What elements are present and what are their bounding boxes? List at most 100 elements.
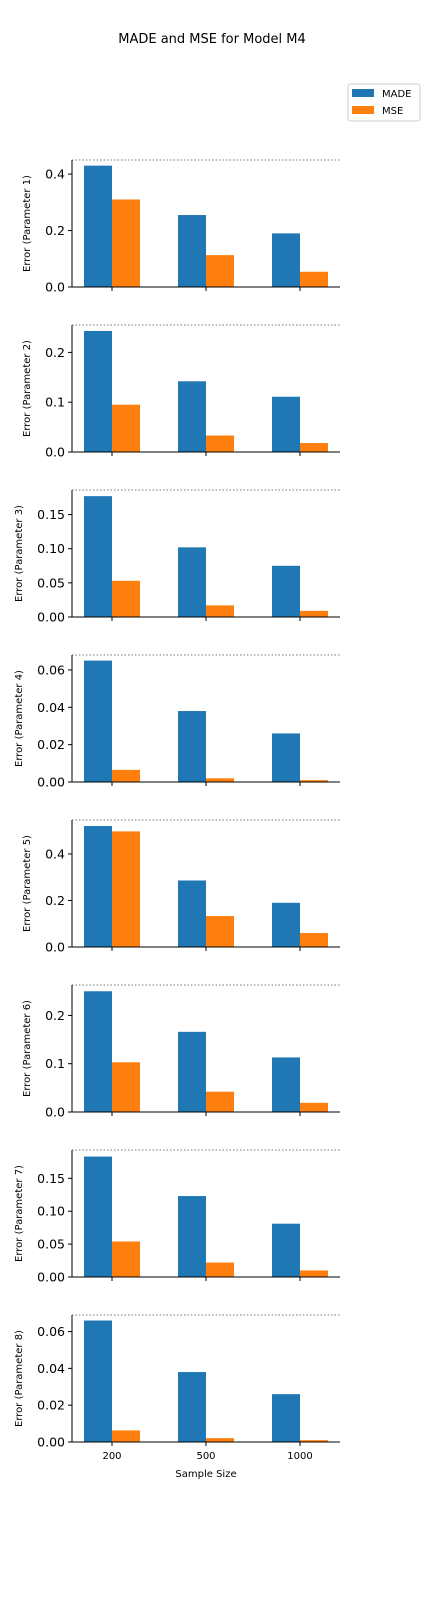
bar-mse-500 [206, 255, 234, 287]
bar-made-500 [178, 547, 206, 617]
y-tick-label: 0.06 [37, 1324, 65, 1339]
subplot-2: 0.0 0.1 0.2 Error (Parameter 2) [22, 324, 340, 460]
y-axis-label: Error (Parameter 1) [22, 175, 33, 272]
y-tick-label: 0.00 [37, 610, 65, 625]
bar-made-500 [178, 1196, 206, 1277]
bar-mse-200 [112, 199, 140, 287]
legend: MADE MSE [347, 83, 421, 122]
subplot-6: 0.0 0.1 0.2 Error (Parameter 6) [22, 984, 340, 1120]
subplot-7: 0.00 0.05 0.10 0.15 Error (Parameter 7) [14, 1149, 340, 1285]
bar-mse-200 [112, 580, 140, 617]
figure-title: MADE and MSE for Model M4 [118, 32, 306, 47]
subplot-1: 0.0 0.2 0.4 Error (Parameter 1) [22, 159, 340, 295]
subplot-5: 0.0 0.2 0.4 Error (Parameter 5) [22, 819, 340, 955]
y-tick-label: 0.2 [45, 893, 65, 908]
bar-made-1000 [272, 233, 300, 287]
y-tick-label: 0.4 [45, 846, 65, 861]
bar-made-200 [84, 496, 112, 617]
y-tick-label: 0.06 [37, 662, 65, 677]
bar-made-200 [84, 826, 112, 947]
bar-made-500 [178, 1372, 206, 1442]
x-tick-label-500: 500 [196, 1451, 215, 1462]
bar-mse-500 [206, 916, 234, 947]
bar-mse-1000 [300, 1270, 328, 1277]
y-tick-label: 0.00 [37, 1435, 65, 1450]
y-axis-label: Error (Parameter 5) [22, 835, 33, 932]
bar-made-1000 [272, 396, 300, 452]
bar-mse-500 [206, 1262, 234, 1277]
legend-label-made: MADE [382, 89, 412, 100]
bar-made-500 [178, 381, 206, 452]
y-tick-label: 0.1 [45, 1056, 65, 1071]
y-axis-label: Error (Parameter 4) [14, 670, 25, 767]
y-tick-label: 0.2 [45, 345, 65, 360]
bar-made-200 [84, 991, 112, 1112]
y-tick-label: 0.2 [45, 1008, 65, 1023]
y-axis-label: Error (Parameter 7) [14, 1165, 25, 1262]
y-tick-label: 0.10 [37, 1204, 65, 1219]
bar-made-200 [84, 660, 112, 782]
x-tick-label-1000: 1000 [287, 1451, 312, 1462]
bar-made-500 [178, 1031, 206, 1112]
y-tick-label: 0.00 [37, 1270, 65, 1285]
y-tick-label: 0.0 [45, 940, 65, 955]
bar-made-200 [84, 1320, 112, 1442]
y-tick-label: 0.1 [45, 395, 65, 410]
y-tick-label: 0.4 [45, 167, 65, 182]
x-axis-label: Sample Size [175, 1469, 236, 1480]
y-tick-label: 0.0 [45, 1105, 65, 1120]
bar-mse-500 [206, 1438, 234, 1442]
bar-mse-500 [206, 1091, 234, 1112]
y-axis-label: Error (Parameter 6) [22, 1000, 33, 1097]
bar-mse-1000 [300, 933, 328, 947]
bar-made-200 [84, 330, 112, 452]
y-axis-label: Error (Parameter 8) [14, 1330, 25, 1427]
y-tick-label: 0.05 [37, 575, 65, 590]
x-tick-label-200: 200 [102, 1451, 121, 1462]
bar-made-500 [178, 215, 206, 287]
subplot-3: 0.00 0.05 0.10 0.15 Error (Parameter 3) [14, 489, 340, 625]
bar-mse-200 [112, 1430, 140, 1442]
y-tick-label: 0.2 [45, 223, 65, 238]
bar-mse-1000 [300, 610, 328, 617]
legend-swatch-made [352, 89, 374, 97]
bar-made-500 [178, 880, 206, 947]
subplot-4: 0.00 0.02 0.04 0.06 Error (Parameter 4) [14, 654, 340, 790]
bar-made-200 [84, 165, 112, 287]
subplot-8: 0.00 0.02 0.04 0.06 Error (Parameter 8) 200 50… [14, 1314, 340, 1462]
bar-made-200 [84, 1156, 112, 1277]
bar-mse-1000 [300, 1440, 328, 1442]
bar-mse-200 [112, 1241, 140, 1277]
y-tick-label: 0.15 [37, 1171, 65, 1186]
bar-made-1000 [272, 902, 300, 947]
y-tick-label: 0.0 [45, 445, 65, 460]
bar-mse-500 [206, 605, 234, 617]
bar-mse-1000 [300, 443, 328, 452]
subplots: 0.0 0.2 0.4 Error (Parameter 1) 0.0 0.1 0.2 Err… [14, 159, 340, 1462]
bar-mse-1000 [300, 780, 328, 782]
bar-made-1000 [272, 1057, 300, 1112]
bar-mse-500 [206, 778, 234, 782]
legend-label-mse: MSE [382, 106, 403, 117]
bar-made-1000 [272, 565, 300, 617]
y-tick-label: 0.10 [37, 541, 65, 556]
y-tick-label: 0.02 [37, 737, 65, 752]
bar-mse-200 [112, 831, 140, 947]
bar-mse-200 [112, 1062, 140, 1112]
bar-made-1000 [272, 1394, 300, 1442]
y-tick-label: 0.0 [45, 280, 65, 295]
bar-mse-1000 [300, 271, 328, 287]
y-tick-label: 0.04 [37, 1361, 65, 1376]
bar-mse-200 [112, 404, 140, 452]
y-tick-label: 0.15 [37, 507, 65, 522]
y-tick-label: 0.04 [37, 700, 65, 715]
bar-mse-200 [112, 769, 140, 782]
y-tick-label: 0.02 [37, 1398, 65, 1413]
bar-made-500 [178, 711, 206, 782]
y-tick-label: 0.05 [37, 1237, 65, 1252]
y-axis-label: Error (Parameter 3) [14, 505, 25, 602]
bar-mse-1000 [300, 1102, 328, 1112]
bar-made-1000 [272, 1223, 300, 1277]
bar-mse-500 [206, 435, 234, 452]
